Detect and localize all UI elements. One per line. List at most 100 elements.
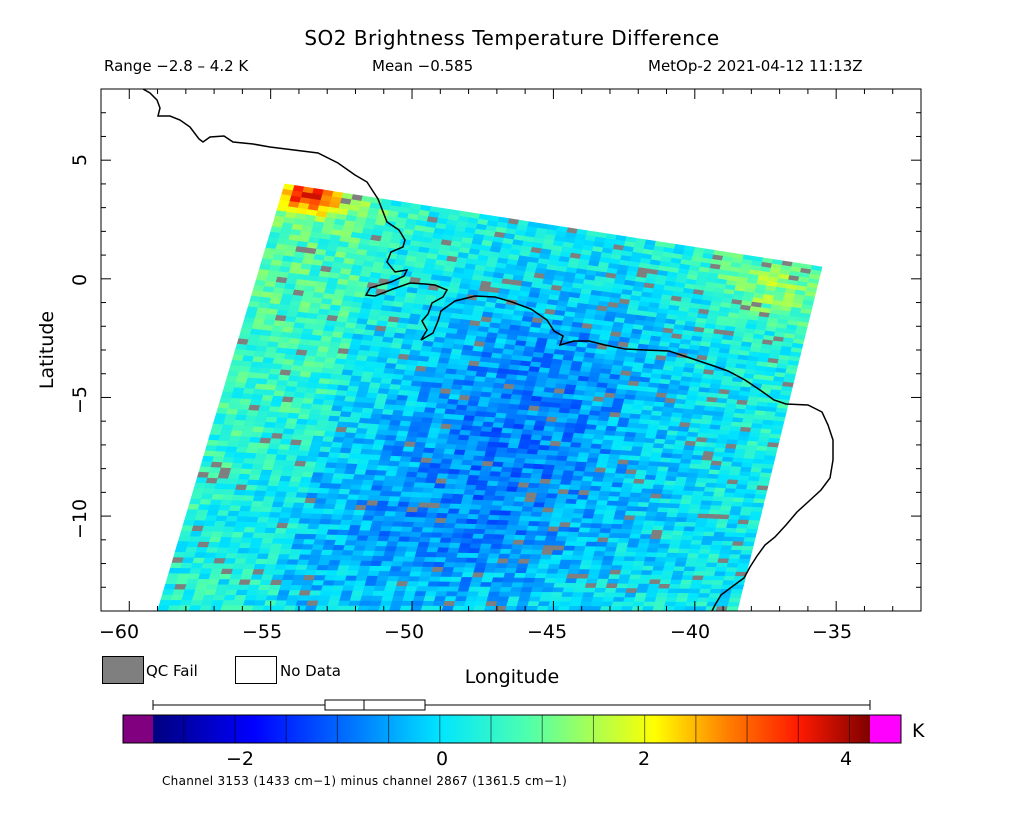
swath-pixel xyxy=(453,601,467,607)
swath-pixel xyxy=(552,507,565,514)
swath-pixel xyxy=(619,569,633,576)
swath-pixel xyxy=(245,415,258,422)
swath-pixel xyxy=(683,526,696,532)
swath-pixel xyxy=(341,514,354,521)
swath-pixel xyxy=(441,493,454,500)
swath-pixel xyxy=(411,600,425,607)
swath-pixel xyxy=(399,531,412,538)
swath-pixel xyxy=(250,574,264,581)
swath-pixel xyxy=(382,480,395,487)
swath-pixel xyxy=(237,441,250,449)
swath-pixel xyxy=(594,587,607,594)
swath-pixel xyxy=(349,484,363,491)
swath-pixel xyxy=(331,549,344,556)
swath-pixel xyxy=(261,538,274,545)
swath-pixel xyxy=(691,495,704,502)
swath-pixel xyxy=(489,510,502,516)
swath-pixel xyxy=(336,457,350,465)
swath-pixel xyxy=(265,595,279,602)
swath-pixel xyxy=(349,595,363,602)
swath-pixel xyxy=(424,591,438,597)
swath-pixel xyxy=(180,525,194,532)
swath-pixel xyxy=(426,586,439,592)
swath-pixel xyxy=(292,574,306,581)
swath-pixel xyxy=(233,489,247,496)
swath-pixel xyxy=(462,605,476,611)
swath-pixel xyxy=(190,600,204,607)
swath-pixel xyxy=(717,514,730,520)
swath-pixel xyxy=(395,581,409,587)
swath-pixel xyxy=(267,590,280,596)
swath-pixel xyxy=(661,489,674,496)
swath-pixel xyxy=(689,544,702,550)
swath-pixel xyxy=(282,574,295,581)
swath-pixel xyxy=(287,412,300,420)
swath-pixel xyxy=(503,496,516,503)
swath-pixel xyxy=(638,579,651,585)
swath-pixel xyxy=(636,588,649,594)
swath-pixel xyxy=(389,605,402,611)
swath-pixel xyxy=(585,578,599,584)
swath-pixel xyxy=(694,566,707,572)
swath-pixel xyxy=(437,581,451,588)
swath-pixel xyxy=(354,469,367,476)
swath-pixel xyxy=(565,578,578,584)
swath-pixel xyxy=(601,560,614,566)
swath-pixel xyxy=(310,549,323,556)
swath-pixel xyxy=(606,500,619,507)
swath-pixel xyxy=(198,573,212,580)
swath-pixel xyxy=(261,574,274,581)
swath-pixel xyxy=(409,531,423,538)
swath-pixel xyxy=(494,567,507,574)
swath-pixel xyxy=(212,488,226,496)
swath-pixel xyxy=(276,559,289,566)
swath-pixel xyxy=(507,442,520,450)
swath-pixel xyxy=(336,529,350,536)
swath-pixel xyxy=(378,605,392,611)
swath-pixel xyxy=(307,523,320,530)
swath-pixel xyxy=(183,552,197,559)
swath-pixel xyxy=(392,556,405,563)
swath-pixel xyxy=(629,492,642,499)
swath-pixel xyxy=(280,543,294,550)
swath-pixel xyxy=(285,418,299,425)
swath-pixel xyxy=(319,482,332,490)
swath-pixel xyxy=(704,482,718,489)
swath-pixel xyxy=(582,550,596,557)
swath-pixel xyxy=(255,415,268,423)
swath-pixel xyxy=(643,561,656,567)
swath-pixel xyxy=(451,493,465,500)
swath-pixel xyxy=(538,483,551,490)
swath-pixel xyxy=(621,482,634,489)
swath-pixel xyxy=(552,587,565,593)
swath-pixel xyxy=(514,530,528,536)
swath-pixel xyxy=(208,504,221,511)
swath-pixel xyxy=(660,575,673,581)
swath-pixel xyxy=(322,508,335,515)
swath-pixel xyxy=(520,587,534,593)
swath-pixel xyxy=(625,547,638,553)
swath-pixel xyxy=(429,497,443,504)
swath-pixel xyxy=(226,478,239,486)
swath-pixel xyxy=(178,605,192,611)
swath-pixel xyxy=(246,409,260,417)
swath-pixel xyxy=(390,600,404,607)
swath-pixel xyxy=(313,430,326,437)
swath-pixel xyxy=(218,435,231,442)
swath-pixel xyxy=(745,528,758,534)
swath-pixel xyxy=(339,447,353,455)
swath-pixel xyxy=(286,595,300,602)
swath-pixel xyxy=(206,509,220,517)
swath-pixel xyxy=(735,528,748,534)
swath-pixel xyxy=(271,432,284,440)
swath-pixel xyxy=(618,533,632,539)
swath-pixel xyxy=(280,579,294,586)
swath-pixel xyxy=(307,414,321,421)
swath-pixel xyxy=(554,540,567,547)
swath-pixel xyxy=(702,575,715,581)
swath-pixel xyxy=(265,522,279,529)
swath-pixel xyxy=(557,606,571,611)
swath-pixel xyxy=(292,429,306,436)
swath-pixel xyxy=(455,518,468,525)
swath-pixel xyxy=(593,472,606,478)
